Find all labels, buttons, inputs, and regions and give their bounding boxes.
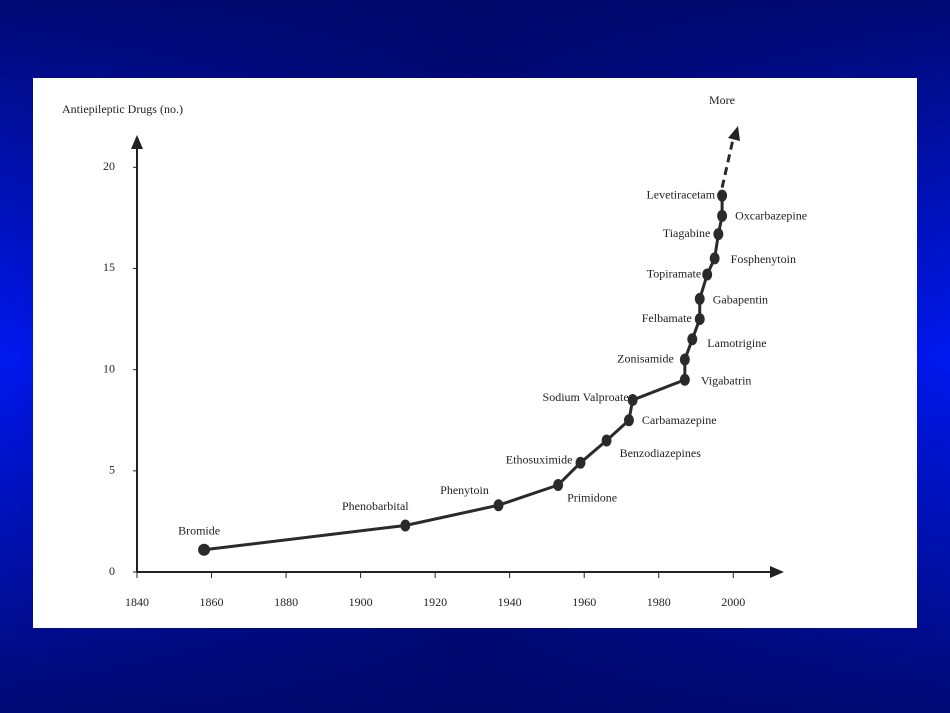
more-dashed-line bbox=[720, 134, 736, 188]
more-arrow-head bbox=[728, 126, 740, 141]
y-tick-label: 5 bbox=[109, 463, 115, 477]
point-label: Phenytoin bbox=[440, 483, 489, 497]
y-axis-arrow bbox=[131, 135, 143, 149]
x-tick-label: 1900 bbox=[349, 595, 373, 609]
x-tick-label: 1940 bbox=[498, 595, 522, 609]
data-point bbox=[198, 543, 211, 556]
point-label: Ethosuximide bbox=[506, 452, 573, 466]
data-point bbox=[702, 268, 713, 281]
data-point bbox=[601, 434, 612, 447]
data-point bbox=[553, 478, 564, 491]
data-point bbox=[493, 499, 504, 512]
y-tick-label: 10 bbox=[103, 361, 115, 375]
y-tick-label: 20 bbox=[103, 159, 115, 173]
x-tick-label: 1920 bbox=[423, 595, 447, 609]
point-label: Fosphenytoin bbox=[731, 252, 796, 266]
x-tick-label: 1860 bbox=[200, 595, 224, 609]
x-axis-arrow bbox=[770, 566, 784, 578]
point-label: Zonisamide bbox=[617, 351, 674, 365]
data-point bbox=[694, 313, 705, 326]
point-label: Topiramate bbox=[647, 266, 701, 280]
data-point bbox=[400, 519, 411, 532]
point-label: Phenobarbital bbox=[342, 499, 409, 513]
data-point bbox=[679, 353, 690, 366]
point-label: Felbamate bbox=[642, 311, 692, 325]
point-label: Gabapentin bbox=[713, 293, 768, 307]
data-point bbox=[627, 394, 638, 407]
point-label: Benzodiazepines bbox=[620, 446, 702, 460]
point-label: Vigabatrin bbox=[701, 374, 752, 388]
point-label: Levetiracetam bbox=[646, 187, 715, 201]
y-tick-label: 0 bbox=[109, 564, 115, 578]
y-tick-label: 15 bbox=[103, 260, 115, 274]
x-tick-label: 1840 bbox=[125, 595, 149, 609]
x-tick-label: 1980 bbox=[647, 595, 671, 609]
point-label: Oxcarbazepine bbox=[735, 209, 807, 223]
point-label: Bromide bbox=[178, 523, 220, 537]
data-point bbox=[687, 333, 698, 346]
chart-panel bbox=[33, 78, 917, 628]
point-label: Lamotrigine bbox=[707, 336, 766, 350]
data-point bbox=[713, 228, 724, 241]
data-point bbox=[717, 209, 728, 222]
data-point bbox=[623, 414, 634, 427]
point-label: Sodium Valproate bbox=[543, 390, 629, 404]
x-tick-label: 2000 bbox=[721, 595, 745, 609]
x-tick-label: 1880 bbox=[274, 595, 298, 609]
data-point bbox=[709, 252, 720, 265]
point-label: Tiagabine bbox=[663, 226, 711, 240]
annotation: More bbox=[709, 93, 735, 107]
y-axis-title: Antiepileptic Drugs (no.) bbox=[62, 102, 183, 116]
x-tick-label: 1960 bbox=[572, 595, 596, 609]
data-point bbox=[717, 189, 728, 202]
point-label: Carbamazepine bbox=[642, 413, 717, 427]
point-label: Primidone bbox=[567, 491, 617, 505]
data-point bbox=[575, 456, 586, 469]
data-point bbox=[679, 373, 690, 386]
data-point bbox=[694, 292, 705, 305]
